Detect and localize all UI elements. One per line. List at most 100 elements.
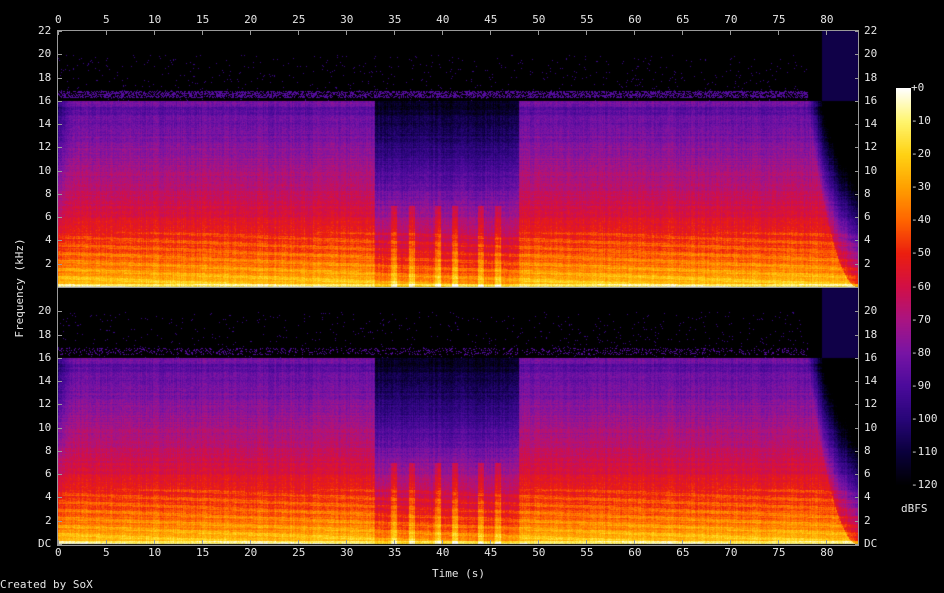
y-tick-label-left: 10 <box>38 420 52 434</box>
x-tick-label: 0 <box>55 13 62 26</box>
y-tick-label-left: 10 <box>38 163 52 177</box>
x-tick-mark <box>394 31 396 35</box>
x-tick-mark <box>490 540 492 544</box>
y-tick-mark <box>58 427 62 429</box>
x-tick-label: 60 <box>628 13 642 26</box>
y-tick-label-left: 6 <box>45 210 52 224</box>
y-tick-label-left: 2 <box>45 256 52 270</box>
x-tick-label: 10 <box>148 13 162 26</box>
x-tick-label: 65 <box>676 546 690 559</box>
x-tick-mark <box>58 540 59 544</box>
x-tick-label: 65 <box>676 13 690 26</box>
y-tick-mark <box>855 217 859 219</box>
y-tick-mark <box>855 404 859 406</box>
y-tick-mark <box>58 31 62 32</box>
y-tick-mark <box>58 474 62 476</box>
x-tick-label: 75 <box>772 13 786 26</box>
y-tick-label-right: 4 <box>864 233 871 247</box>
y-tick-label-right: 16 <box>864 350 878 364</box>
y-tick-mark <box>58 544 62 545</box>
spectrogram-image <box>58 31 858 545</box>
y-tick-label-right: 22 <box>864 24 878 37</box>
x-tick-label: 50 <box>532 546 546 559</box>
x-tick-label: 20 <box>244 546 258 559</box>
x-tick-mark <box>634 31 636 35</box>
x-tick-mark <box>682 31 684 35</box>
x-tick-mark <box>346 31 348 35</box>
x-tick-label: 35 <box>388 13 402 26</box>
x-tick-mark <box>538 31 540 35</box>
y-tick-label-left: 4 <box>45 490 52 504</box>
y-tick-label-left: 14 <box>38 117 52 131</box>
colorbar-tick-label: -30 <box>911 180 931 194</box>
x-tick-mark <box>154 31 156 35</box>
y-tick-label-right: 18 <box>864 70 878 84</box>
y-tick-label-right: 12 <box>864 397 878 411</box>
y-tick-mark <box>58 170 62 172</box>
y-tick-mark <box>58 193 62 195</box>
colorbar-tick-label: -100 <box>911 411 938 425</box>
x-tick-mark <box>730 31 732 35</box>
x-tick-label: 80 <box>820 546 834 559</box>
x-tick-mark <box>682 540 684 544</box>
y-tick-mark <box>58 450 62 452</box>
x-tick-mark <box>58 31 59 35</box>
y-tick-label-right: 4 <box>864 490 871 504</box>
y-tick-label-left: 12 <box>38 140 52 154</box>
y-tick-mark <box>855 474 859 476</box>
y-tick-mark <box>855 54 859 56</box>
y-tick-mark <box>58 357 62 359</box>
y-tick-label-right: 16 <box>864 93 878 107</box>
colorbar-tick-label: -60 <box>911 279 931 293</box>
x-tick-label: 30 <box>340 546 354 559</box>
x-tick-label: 5 <box>103 13 110 26</box>
x-tick-mark <box>442 31 444 35</box>
x-tick-mark <box>154 540 156 544</box>
y-tick-mark <box>855 357 859 359</box>
y-tick-mark <box>855 497 859 499</box>
y-tick-label-right: DC <box>864 537 878 550</box>
x-tick-mark <box>250 31 252 35</box>
x-tick-label: 5 <box>103 546 110 559</box>
y-tick-mark <box>58 240 62 242</box>
x-tick-mark <box>442 540 444 544</box>
x-tick-mark <box>250 540 252 544</box>
y-tick-mark <box>855 334 859 336</box>
colorbar-tick-label: -40 <box>911 213 931 227</box>
y-tick-mark <box>58 520 62 522</box>
x-tick-label: 20 <box>244 13 258 26</box>
y-tick-label-left: 18 <box>38 70 52 84</box>
y-tick-mark <box>58 124 62 126</box>
x-tick-mark <box>490 31 492 35</box>
colorbar <box>896 88 911 486</box>
x-tick-label: 0 <box>55 546 62 559</box>
y-tick-mark <box>58 217 62 219</box>
y-tick-label-right: 6 <box>864 210 871 224</box>
y-tick-mark <box>58 311 62 313</box>
y-tick-label-left: 8 <box>45 443 52 457</box>
colorbar-tick-label: -120 <box>911 478 938 491</box>
y-tick-label-left: 12 <box>38 397 52 411</box>
y-tick-mark <box>855 31 859 32</box>
x-tick-label: 50 <box>532 13 546 26</box>
y-tick-label-left: 8 <box>45 186 52 200</box>
x-tick-label: 25 <box>292 13 306 26</box>
x-tick-mark <box>826 540 828 544</box>
y-tick-mark <box>855 77 859 79</box>
x-tick-label: 80 <box>820 13 834 26</box>
x-tick-label: 15 <box>196 546 210 559</box>
y-tick-label-right: 14 <box>864 117 878 131</box>
x-tick-label: 60 <box>628 546 642 559</box>
x-tick-label: 45 <box>484 13 498 26</box>
y-tick-mark <box>855 100 859 102</box>
x-tick-mark <box>634 540 636 544</box>
y-tick-mark <box>855 193 859 195</box>
y-tick-label-right: 8 <box>864 186 871 200</box>
x-tick-mark <box>586 540 588 544</box>
y-tick-label-right: 20 <box>864 304 878 318</box>
colorbar-tick-label: -70 <box>911 312 931 326</box>
x-tick-label: 35 <box>388 546 402 559</box>
x-tick-label: 55 <box>580 546 594 559</box>
x-tick-mark <box>778 540 780 544</box>
colorbar-tick-label: -90 <box>911 378 931 392</box>
